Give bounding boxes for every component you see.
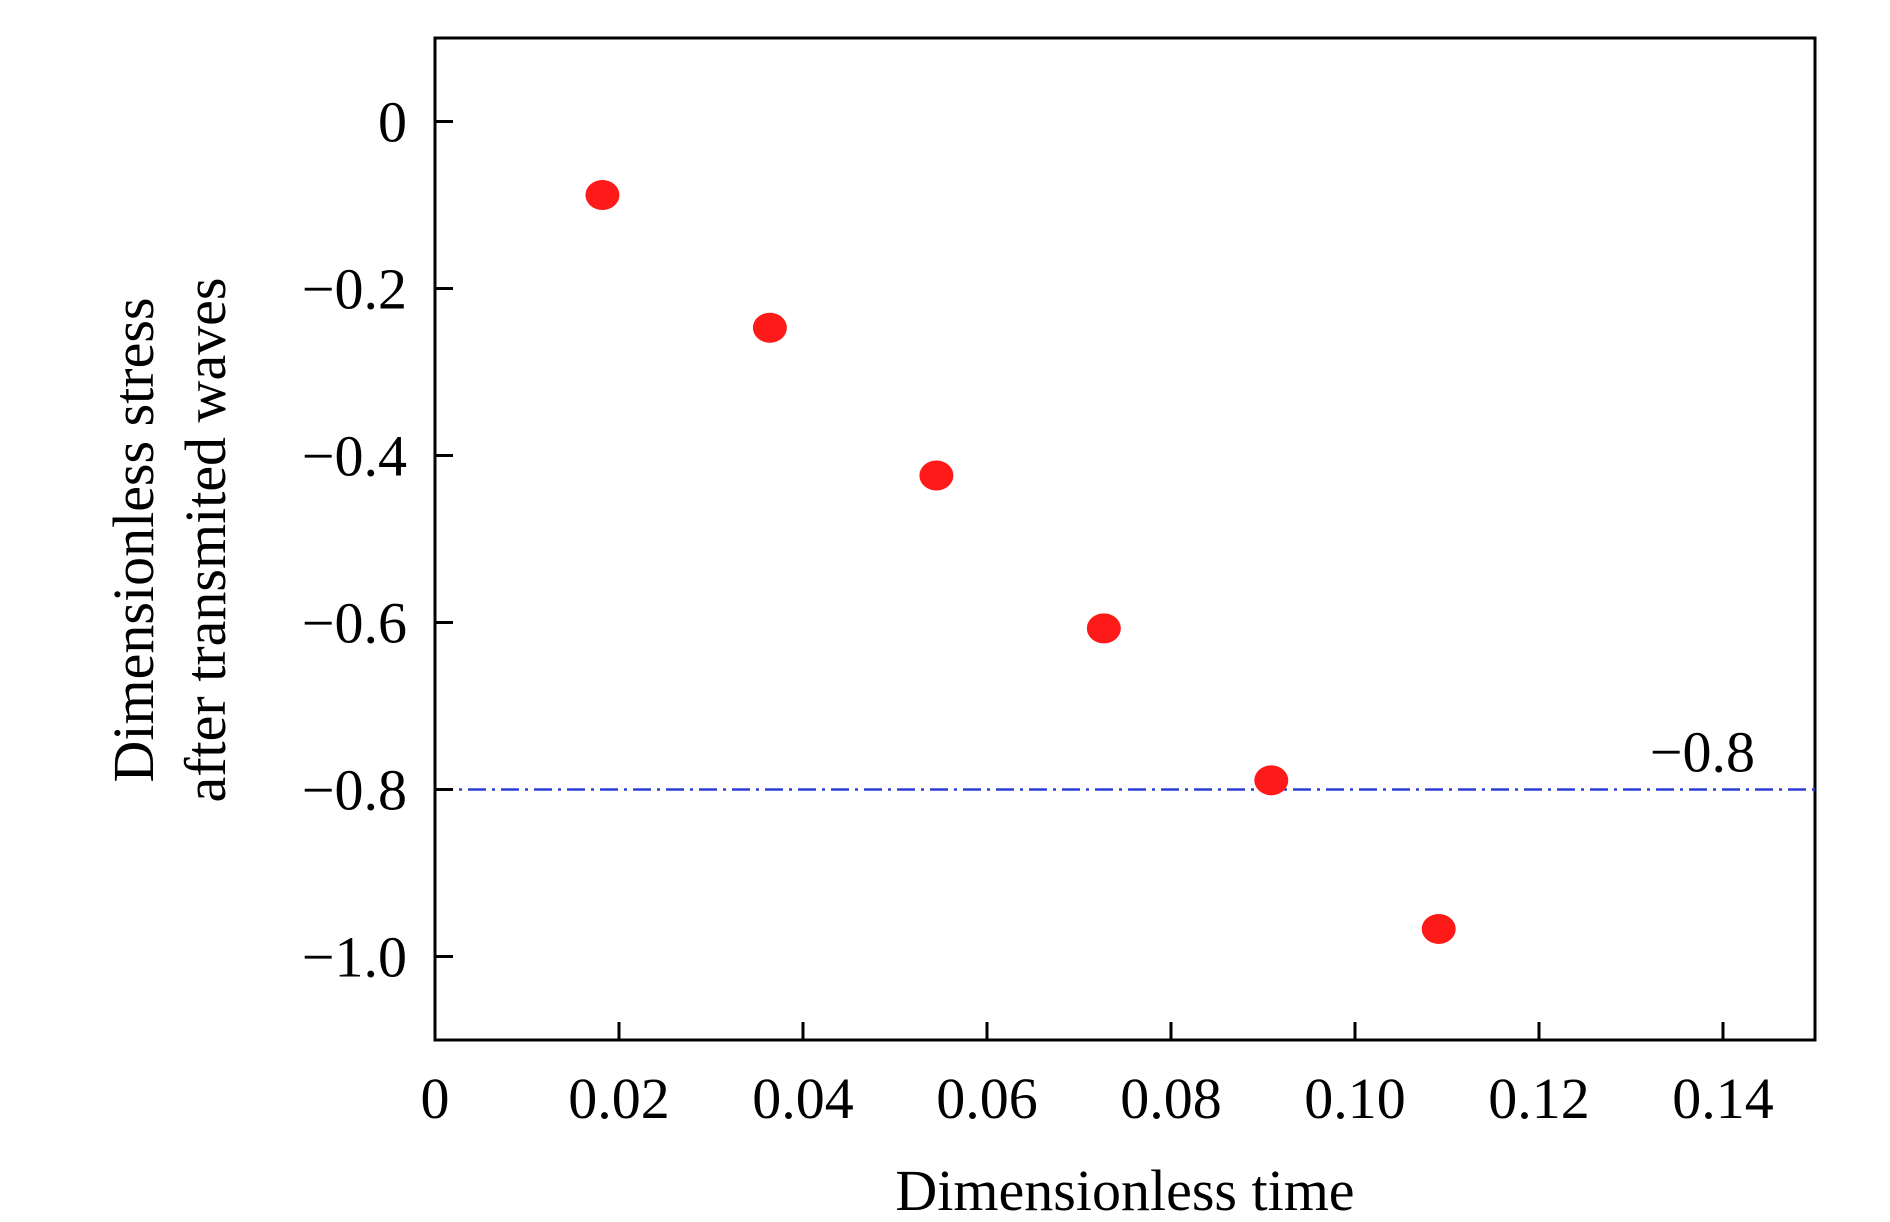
x-tick-label-6: 0.12 bbox=[1488, 1066, 1590, 1131]
y-tick-label-2: −0.4 bbox=[302, 424, 407, 489]
x-tick-label-2: 0.04 bbox=[752, 1066, 854, 1131]
data-point-5 bbox=[1421, 913, 1456, 944]
x-tick-label-4: 0.08 bbox=[1120, 1066, 1222, 1131]
x-tick-label-1: 0.02 bbox=[568, 1066, 670, 1131]
y-tick-label-4: −0.8 bbox=[302, 758, 407, 823]
data-point-2 bbox=[919, 460, 954, 491]
reference-line-group: −0.8 bbox=[435, 720, 1815, 791]
data-point-4 bbox=[1254, 765, 1289, 796]
x-axis: 0 0.02 0.04 0.06 0.08 0.10 0.12 0.14 bbox=[421, 1022, 1774, 1131]
x-axis-label: Dimensionless time bbox=[895, 1158, 1354, 1222]
data-point-3 bbox=[1086, 613, 1121, 644]
plot-frame bbox=[433, 36, 1817, 1042]
y-axis-label-line-2: after transmited waves bbox=[173, 277, 238, 802]
reference-line-label: −0.8 bbox=[1650, 720, 1755, 785]
data-point-0 bbox=[585, 179, 620, 210]
x-tick-label-3: 0.06 bbox=[936, 1066, 1038, 1131]
y-tick-label-0: 0 bbox=[378, 90, 407, 155]
y-tick-label-1: −0.2 bbox=[302, 257, 407, 322]
y-tick-label-3: −0.6 bbox=[302, 591, 407, 656]
y-axis-label: Dimensionless stress after transmited wa… bbox=[101, 277, 238, 802]
y-axis-label-line-1: Dimensionless stress bbox=[101, 298, 166, 783]
x-tick-label-5: 0.10 bbox=[1304, 1066, 1406, 1131]
x-tick-label-7: 0.14 bbox=[1672, 1066, 1774, 1131]
data-point-1 bbox=[752, 312, 787, 343]
data-points bbox=[585, 179, 1456, 944]
y-tick-label-5: −1.0 bbox=[302, 925, 407, 990]
y-axis: 0 −0.2 −0.4 −0.6 −0.8 −1.0 bbox=[302, 90, 453, 990]
x-tick-label-0: 0 bbox=[421, 1066, 450, 1131]
